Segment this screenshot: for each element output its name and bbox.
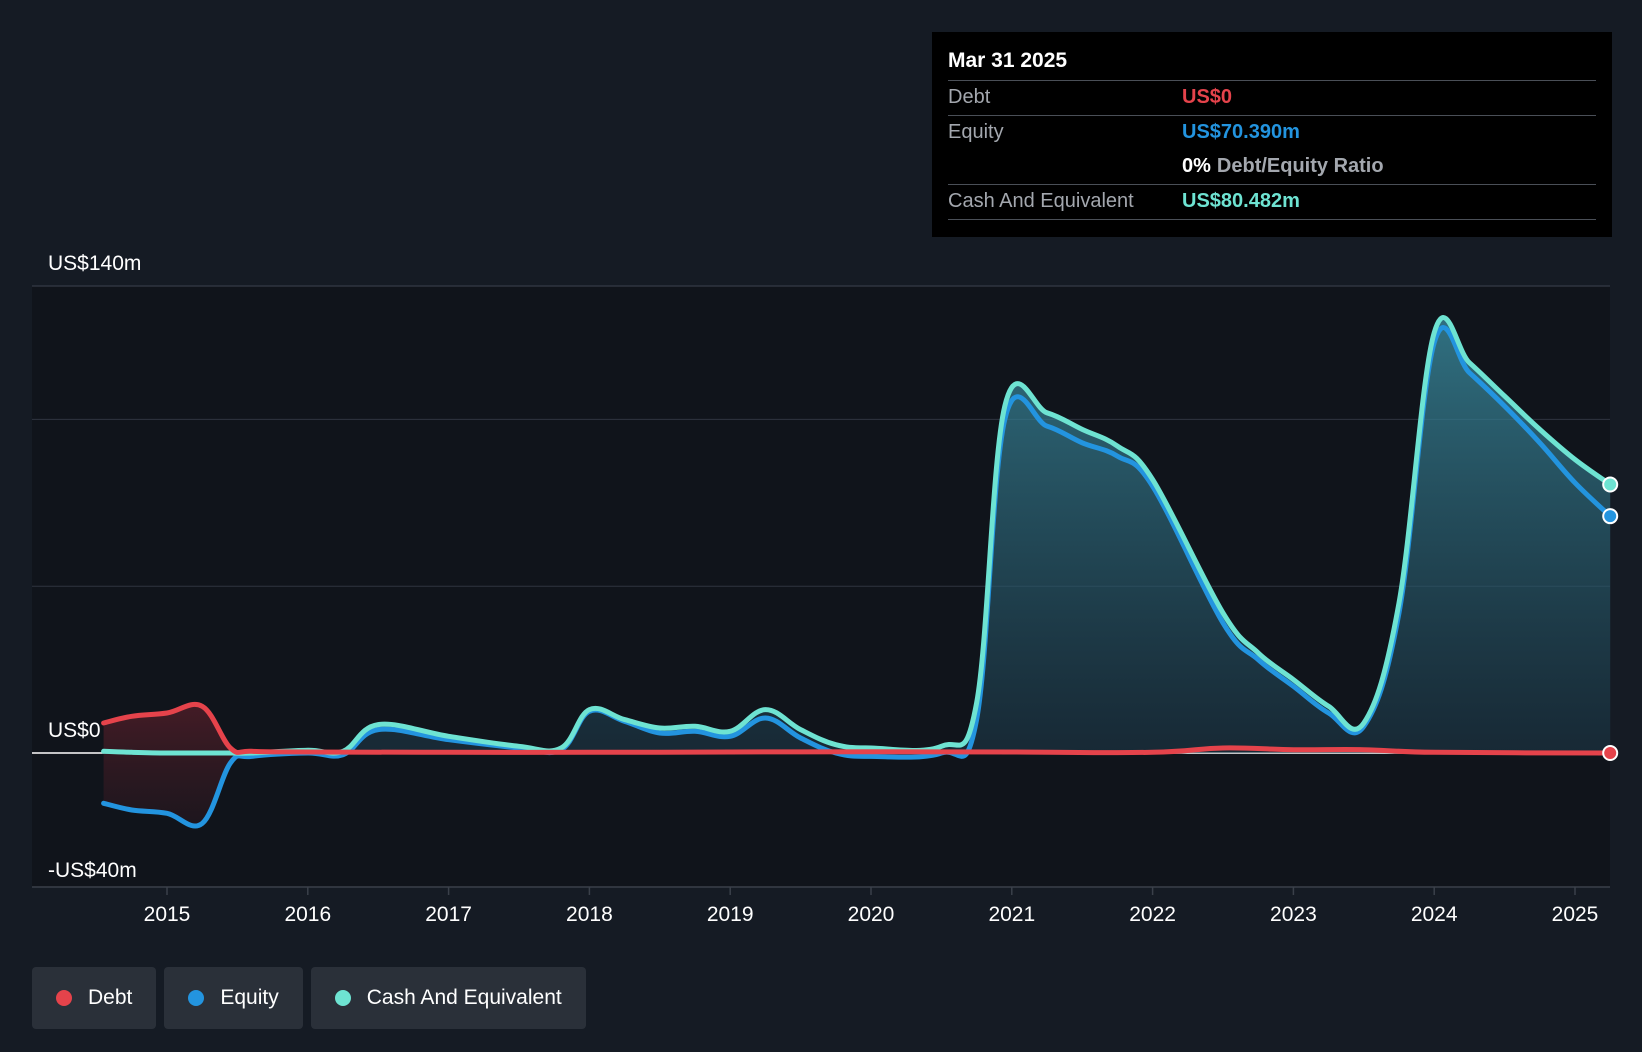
legend-item-cash[interactable]: Cash And Equivalent (310, 967, 586, 1029)
equity-end-marker (1602, 508, 1619, 525)
tooltip-ratio: 0% Debt/Equity Ratio (1182, 150, 1384, 184)
tooltip-panel: Mar 31 2025 Debt US$0 Equity US$70.390m … (932, 32, 1612, 237)
end-markers (1602, 476, 1619, 761)
x-tick-label: 2017 (425, 903, 472, 926)
legend-label-debt: Debt (88, 986, 133, 1009)
tooltip-equity-row: Equity US$70.390m (948, 116, 1596, 150)
x-tick-label: 2025 (1552, 903, 1599, 926)
legend-dot-cash (334, 990, 351, 1006)
legend-dot-equity (188, 990, 205, 1006)
y-tick-label: -US$40m (48, 859, 137, 882)
legend-dot-debt (56, 990, 72, 1006)
x-tick-label: 2018 (566, 903, 613, 926)
x-tick-label: 2019 (707, 903, 754, 926)
tooltip-date: Mar 31 2025 (948, 46, 1596, 81)
tooltip-debt-value: US$0 (1182, 86, 1233, 108)
y-tick-label: US$0 (48, 719, 101, 742)
x-tick-label: 2015 (144, 903, 191, 926)
tooltip-ratio-row: 0% Debt/Equity Ratio (948, 150, 1596, 185)
x-tick-label: 2021 (988, 903, 1035, 926)
x-tick-label: 2016 (284, 903, 331, 926)
y-tick-label: US$140m (48, 252, 141, 275)
x-axis-labels: 2015 2016 2017 2018 2019 2020 2021 2022 2023 2024… (144, 903, 1599, 926)
legend-label-equity: Equity (220, 986, 279, 1009)
tooltip-equity-value: US$70.390m (1182, 121, 1300, 143)
tooltip-cash-row: Cash And Equivalent US$80.482m (948, 185, 1596, 220)
legend-item-equity[interactable]: Equity (164, 967, 303, 1029)
tooltip-debt-row: Debt US$0 (948, 81, 1596, 116)
legend-item-debt[interactable]: Debt (32, 967, 157, 1029)
debt-line (101, 701, 1613, 756)
tooltip-equity-label: Equity (948, 121, 1004, 143)
chart-legend: Debt Equity Cash And Equivalent (32, 967, 586, 1029)
x-tick-label: 2024 (1411, 903, 1458, 926)
debt-end-marker (1602, 745, 1619, 761)
x-tick-label: 2022 (1129, 903, 1176, 926)
tooltip-cash-label: Cash And Equivalent (948, 190, 1134, 212)
tooltip-ratio-label: Debt/Equity Ratio (1216, 155, 1384, 177)
cash-line (101, 315, 1613, 756)
x-tick-label: 2023 (1270, 903, 1317, 926)
series-lines (101, 315, 1613, 829)
legend-label-cash: Cash And Equivalent (366, 986, 562, 1009)
tooltip-ratio-percent: 0% (1182, 155, 1211, 177)
tooltip-cash-value: US$80.482m (1182, 190, 1300, 212)
cash-end-marker (1602, 476, 1619, 493)
tooltip-ratio-spacer (948, 150, 1182, 184)
cash-area (103, 317, 1611, 754)
y-axis-labels: US$140m US$0 -US$40m (48, 252, 141, 882)
tooltip-debt-label: Debt (948, 86, 991, 108)
x-tick-label: 2020 (848, 903, 895, 926)
